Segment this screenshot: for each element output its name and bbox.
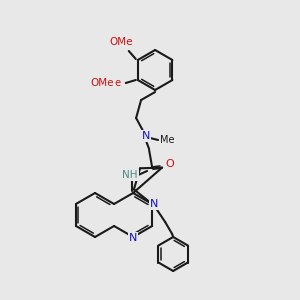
Text: N: N	[129, 233, 137, 243]
Text: N: N	[142, 131, 150, 141]
Text: OMe: OMe	[100, 78, 122, 88]
Text: N: N	[150, 199, 158, 209]
Text: Me: Me	[160, 135, 174, 145]
Text: NH: NH	[122, 170, 138, 180]
Text: O: O	[166, 159, 175, 169]
Text: OMe: OMe	[90, 78, 114, 88]
Text: OMe: OMe	[109, 37, 133, 47]
